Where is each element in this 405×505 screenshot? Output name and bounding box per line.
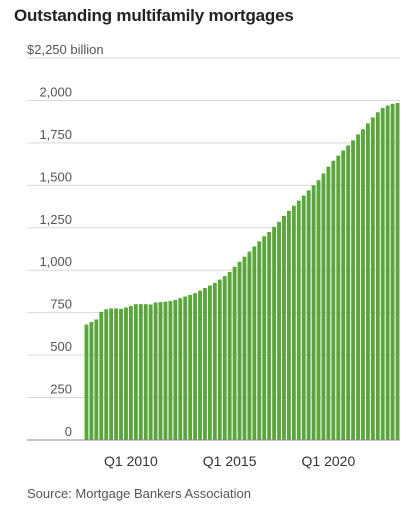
- bar: [138, 304, 143, 440]
- bar: [222, 276, 227, 440]
- bar: [104, 309, 109, 440]
- bar: [267, 232, 272, 440]
- bar: [390, 103, 395, 440]
- x-tick-label: Q1 2015: [203, 453, 257, 469]
- bar: [252, 246, 257, 440]
- y-tick-label: 1,750: [39, 127, 72, 142]
- bar: [316, 180, 321, 441]
- bar: [331, 160, 336, 440]
- y-tick-label: 750: [50, 297, 72, 312]
- bar: [128, 305, 133, 440]
- x-axis-labels: Q1 2010 Q1 2015 Q1 2020: [104, 453, 355, 469]
- bar: [232, 266, 237, 440]
- bar: [178, 298, 183, 440]
- bar: [365, 123, 370, 440]
- bar: [361, 129, 365, 440]
- source-note: Source: Mortgage Bankers Association: [27, 486, 252, 501]
- bar: [247, 251, 252, 440]
- bar: [99, 311, 104, 440]
- bar: [277, 221, 281, 440]
- bar: [395, 102, 400, 440]
- bar: [124, 307, 128, 440]
- bar: [148, 304, 153, 440]
- y-tick-label: 1,000: [39, 254, 72, 269]
- bar: [203, 288, 207, 440]
- bar: [321, 173, 326, 440]
- bar: [84, 324, 89, 440]
- bar: [306, 190, 311, 440]
- bars: [84, 102, 400, 441]
- y-tick-label: 1,500: [39, 169, 72, 184]
- bar: [262, 236, 267, 440]
- bar: [380, 108, 385, 440]
- bar: [89, 322, 94, 440]
- y-tick-label: 250: [50, 382, 72, 397]
- bar: [351, 140, 356, 440]
- bar: [188, 294, 193, 440]
- bar: [153, 302, 158, 440]
- bar: [286, 210, 291, 440]
- bar: [133, 304, 138, 440]
- bar: [311, 185, 316, 440]
- bar: [237, 261, 242, 440]
- bar: [356, 134, 360, 440]
- bar: [301, 195, 306, 440]
- bar: [143, 304, 148, 440]
- bar: [272, 226, 277, 440]
- y-tick-label: 1,250: [39, 212, 72, 227]
- y-tick-label: $2,250 billion: [27, 42, 104, 57]
- bar: [217, 279, 222, 440]
- bar: [291, 205, 296, 440]
- bar: [227, 271, 232, 440]
- bar: [183, 296, 188, 440]
- bar: [163, 301, 168, 440]
- bar: [158, 302, 163, 440]
- bar: [375, 112, 380, 440]
- bar: [282, 215, 286, 440]
- bar: [326, 166, 331, 440]
- bar: [119, 308, 123, 440]
- bar: [198, 290, 202, 440]
- bar: [336, 155, 341, 440]
- y-tick-label: 0: [65, 424, 72, 439]
- bar: [212, 282, 217, 440]
- bar: [296, 200, 301, 440]
- y-tick-label: 2,000: [39, 84, 72, 99]
- bar: [346, 145, 351, 441]
- bar: [94, 319, 99, 440]
- bar: [242, 256, 247, 440]
- bar: [109, 308, 114, 440]
- x-tick-label: Q1 2010: [104, 453, 158, 469]
- y-tick-label: 500: [50, 339, 72, 354]
- bar: [257, 241, 262, 440]
- bar: [168, 301, 173, 440]
- bar: [385, 105, 390, 440]
- bar: [370, 117, 375, 440]
- bar: [114, 308, 119, 440]
- bar: [207, 285, 212, 440]
- x-tick-label: Q1 2020: [302, 453, 356, 469]
- chart-title: Outstanding multifamily mortgages: [14, 6, 294, 25]
- bar: [341, 150, 346, 441]
- y-axis-labels: 0 250 500 750 1,000 1,250 1,500 1,750 2,000 $2,25…: [27, 42, 104, 439]
- bar: [193, 293, 198, 440]
- bar: [173, 299, 178, 440]
